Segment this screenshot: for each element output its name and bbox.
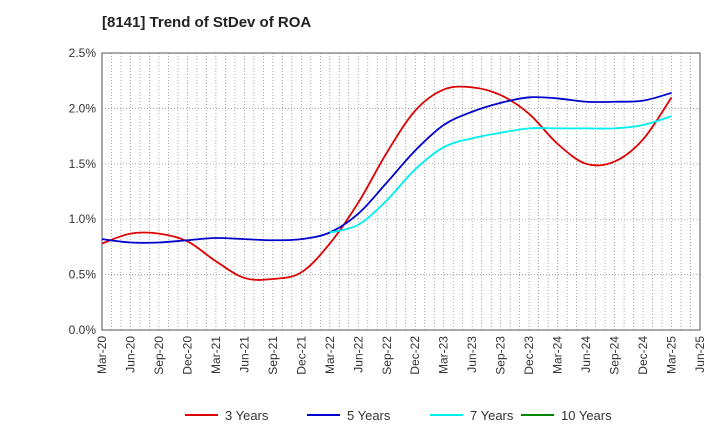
x-tick-label: Sep-21 bbox=[266, 336, 280, 375]
plot-area bbox=[102, 53, 700, 330]
series-line-7-years bbox=[329, 115, 672, 234]
x-tick-label: Dec-23 bbox=[522, 336, 536, 375]
y-tick-label: 0.5% bbox=[69, 268, 97, 282]
series-line-5-years bbox=[101, 92, 672, 244]
x-tick-label: Jun-25 bbox=[693, 336, 707, 373]
legend-label: 3 Years bbox=[225, 408, 269, 423]
plot-frame bbox=[101, 52, 701, 331]
y-tick-label: 2.5% bbox=[69, 46, 97, 60]
x-tick-label: Mar-23 bbox=[437, 336, 451, 374]
legend-label: 7 Years bbox=[470, 408, 514, 423]
x-tick-label: Sep-20 bbox=[152, 336, 166, 375]
chart-title: [8141] Trend of StDev of ROA bbox=[102, 14, 312, 31]
x-tick-label: Jun-21 bbox=[237, 336, 251, 373]
x-tick-label: Mar-25 bbox=[665, 336, 679, 374]
x-tick-label: Mar-22 bbox=[323, 336, 337, 374]
y-tick-label: 2.0% bbox=[69, 101, 97, 115]
series-line-3-years bbox=[101, 85, 673, 281]
x-tick-label: Sep-23 bbox=[494, 336, 508, 375]
legend-label: 10 Years bbox=[561, 408, 612, 423]
y-tick-label: 1.5% bbox=[69, 157, 97, 171]
x-tick-label: Mar-20 bbox=[95, 336, 109, 374]
x-tick-label: Jun-22 bbox=[351, 336, 365, 373]
y-tick-label: 1.0% bbox=[69, 212, 97, 226]
x-tick-label: Jun-20 bbox=[123, 336, 137, 373]
y-tick-label: 0.0% bbox=[69, 323, 97, 337]
x-tick-label: Mar-21 bbox=[209, 336, 223, 374]
x-tick-label: Dec-20 bbox=[180, 336, 194, 375]
x-tick-label: Jun-24 bbox=[579, 336, 593, 373]
x-tick-label: Mar-24 bbox=[551, 336, 565, 374]
legend-label: 5 Years bbox=[347, 408, 391, 423]
x-tick-label: Dec-24 bbox=[636, 336, 650, 375]
x-tick-label: Sep-24 bbox=[608, 336, 622, 375]
x-tick-label: Jun-23 bbox=[465, 336, 479, 373]
x-tick-label: Dec-22 bbox=[408, 336, 422, 375]
x-tick-label: Sep-22 bbox=[380, 336, 394, 375]
x-tick-label: Dec-21 bbox=[294, 336, 308, 375]
